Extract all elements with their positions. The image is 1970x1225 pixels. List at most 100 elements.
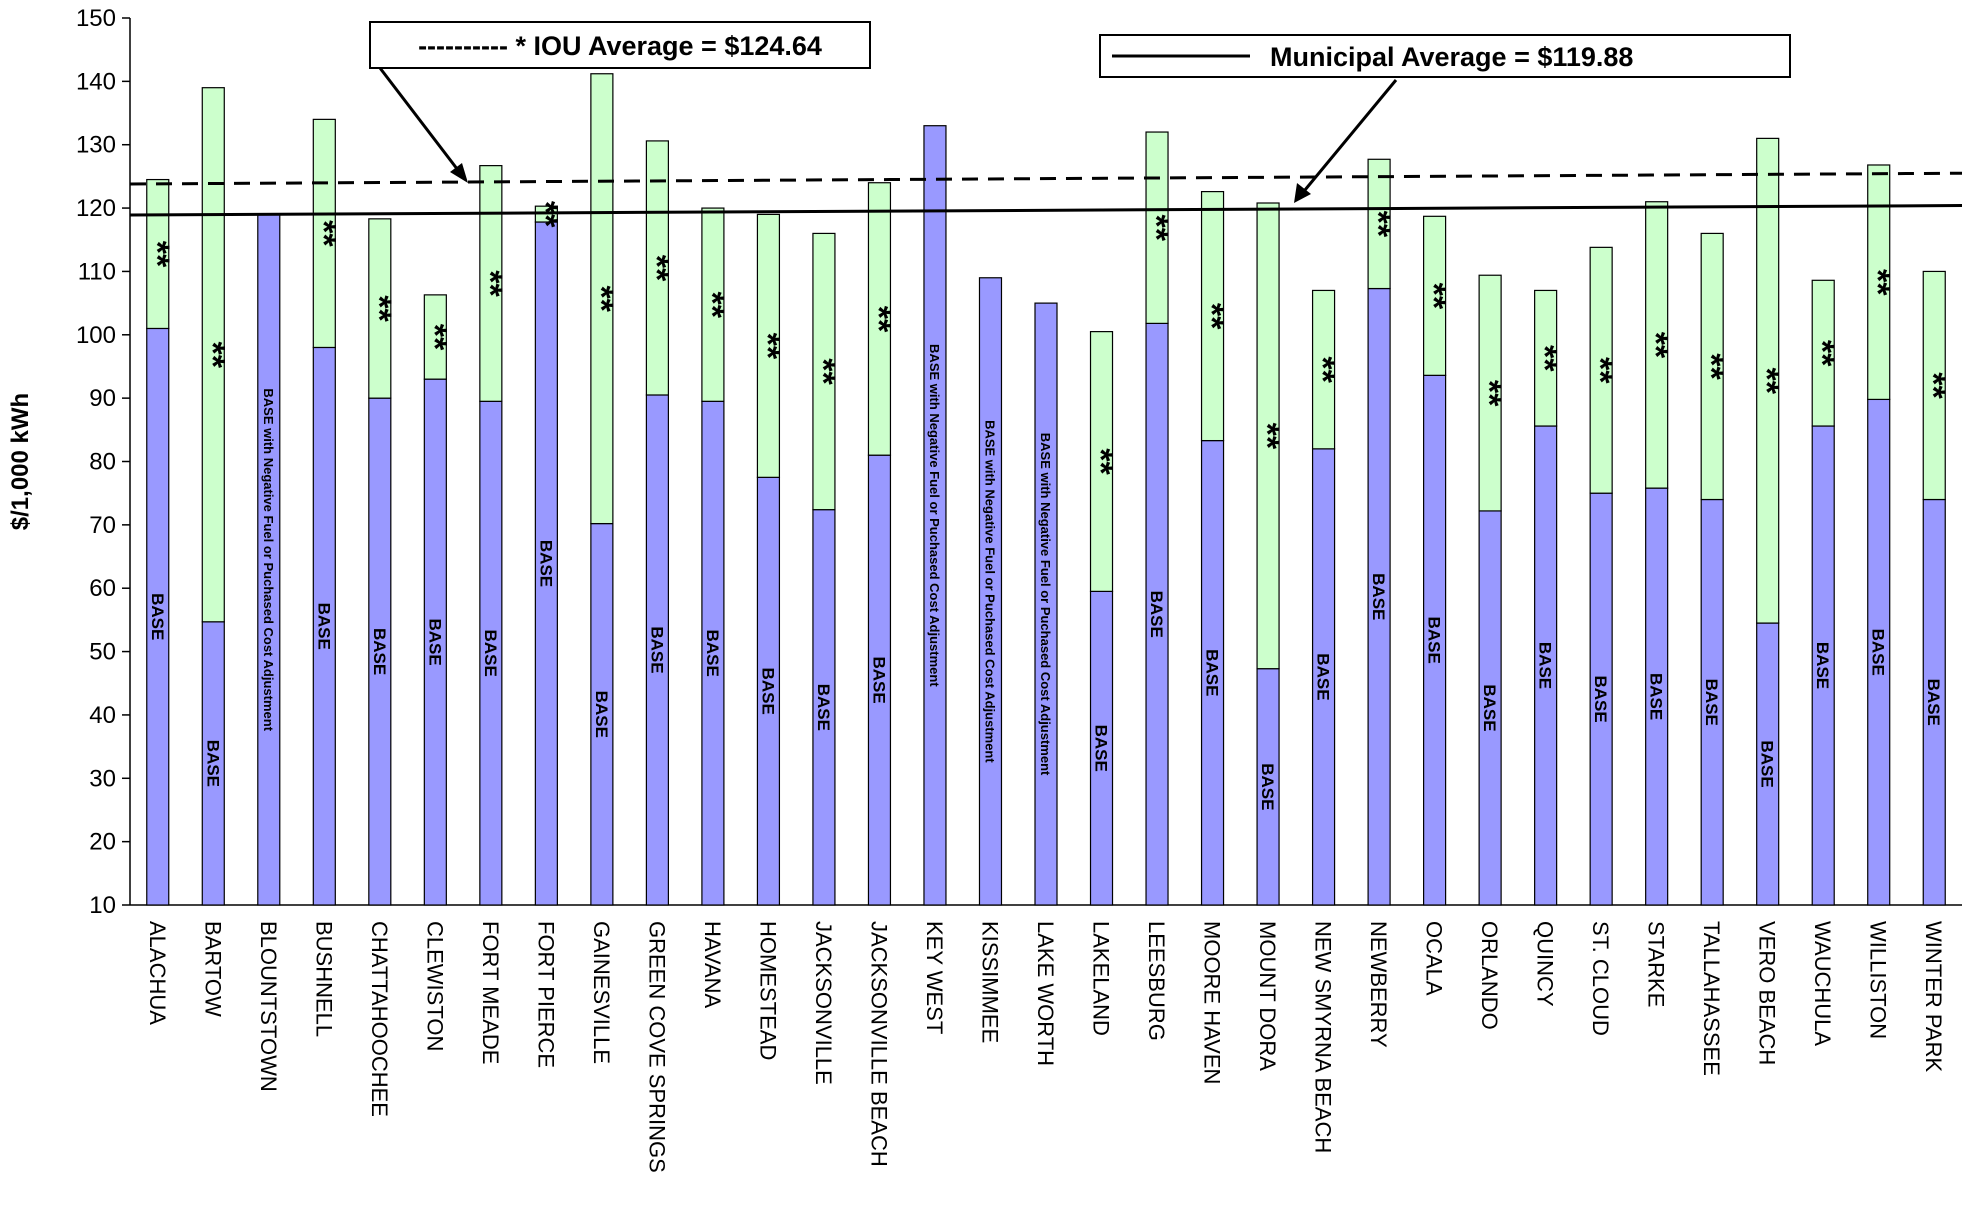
bar-base-label: BASE <box>703 630 722 677</box>
bar-fuel-segment <box>812 232 836 511</box>
y-tick-label: 20 <box>89 829 116 856</box>
bar-base-label: BASE <box>1425 617 1444 664</box>
bar-fuel-segment <box>368 218 392 399</box>
bar-negative-fuel-label: BASE with Negative Fuel or Puchased Cost… <box>261 388 276 731</box>
y-tick-label: 30 <box>89 765 116 792</box>
category-label: MOORE HAVEN <box>1200 921 1225 1084</box>
category-label: GREEN COVE SPRINGS <box>644 921 669 1173</box>
bar-base-label: BASE <box>1924 679 1943 726</box>
bar-fuel-segment <box>1589 246 1613 494</box>
y-tick-label: 50 <box>89 639 116 666</box>
category-label: FORT MEADE <box>478 921 503 1064</box>
bar-fuel-segment <box>1700 232 1724 501</box>
category-label: WINTER PARK <box>1921 921 1946 1072</box>
category-label: KEY WEST <box>922 921 947 1034</box>
bar-base-label: BASE <box>1758 740 1777 787</box>
bar-fuel-label: ** <box>360 295 398 322</box>
bar-fuel-label: ** <box>804 358 842 385</box>
bar-base-label: BASE <box>203 740 222 787</box>
bar-fuel-segment <box>1423 215 1447 376</box>
bar-base-label: BASE <box>1258 763 1277 810</box>
bar-fuel-label: ** <box>1526 345 1564 372</box>
bar-base-label: BASE <box>536 540 555 587</box>
bar-fuel-label: ** <box>1748 367 1786 394</box>
y-tick-label: 100 <box>76 322 116 349</box>
category-label: ALACHUA <box>145 921 170 1025</box>
bar-negative-fuel-label: BASE with Negative Fuel or Puchased Cost… <box>1038 433 1053 776</box>
bar-fuel-label: ** <box>693 291 731 318</box>
category-label: NEW SMYRNA BEACH <box>1311 921 1336 1153</box>
bar-base-label: BASE <box>481 630 500 677</box>
bar-fuel-label: ** <box>859 306 897 333</box>
y-axis-title: $/1,000 kWh <box>7 393 34 530</box>
bar-fuel-label: ** <box>1359 211 1397 238</box>
category-label: TALLAHASSEE <box>1699 921 1724 1076</box>
bar-base-label: BASE <box>1480 684 1499 731</box>
y-tick-label: 150 <box>76 5 116 32</box>
bar-fuel-segment <box>590 73 614 525</box>
bar-fuel-segment <box>1922 270 1946 501</box>
category-label: HAVANA <box>700 921 725 1009</box>
category-label: VERO BEACH <box>1755 921 1780 1065</box>
category-label: JACKSONVILLE <box>811 921 836 1085</box>
bar-base-segment <box>923 125 947 906</box>
bar-fuel-label: ** <box>1415 283 1453 310</box>
bar-base-label: BASE <box>314 603 333 650</box>
category-label: LAKELAND <box>1089 921 1114 1036</box>
bar-base-label: BASE <box>1813 642 1832 689</box>
bar-fuel-label: ** <box>1470 380 1508 407</box>
bar-fuel-label: ** <box>582 285 620 312</box>
bar-base-label: BASE <box>1147 591 1166 638</box>
category-label: ST. CLOUD <box>1588 921 1613 1036</box>
bar-fuel-label: ** <box>1859 269 1897 296</box>
bar-fuel-label: ** <box>1248 423 1286 450</box>
iou-callout-box <box>369 21 871 69</box>
bar-fuel-label: ** <box>1637 332 1675 359</box>
y-tick-label: 130 <box>76 132 116 159</box>
bar-fuel-segment <box>1200 190 1225 442</box>
bar-fuel-segment <box>1756 137 1780 624</box>
municipal-average-line <box>129 204 1963 217</box>
bar-base-label: BASE <box>647 626 666 673</box>
bar-negative-fuel-label: BASE with Negative Fuel or Puchased Cost… <box>927 344 942 687</box>
category-label: QUINCY <box>1533 921 1558 1007</box>
iou-average-line <box>129 171 1963 186</box>
category-label: MOUNT DORA <box>1255 921 1280 1071</box>
bar-fuel-segment <box>1534 289 1558 427</box>
bar-base-label: BASE <box>1702 679 1721 726</box>
category-label: BLOUNTSTOWN <box>256 921 281 1092</box>
y-tick-label: 90 <box>89 385 116 412</box>
iou-callout-arrow <box>378 67 466 179</box>
bar-negative-fuel-label: BASE with Negative Fuel or Puchased Cost… <box>982 420 997 763</box>
y-tick-label: 80 <box>89 449 116 476</box>
bar-fuel-segment <box>1867 164 1891 401</box>
bar-fuel-segment <box>1145 131 1169 324</box>
bar-fuel-segment <box>645 140 669 396</box>
bar-base-label: BASE <box>425 618 444 665</box>
bar-fuel-segment <box>701 207 725 402</box>
category-label: GAINESVILLE <box>589 921 614 1064</box>
y-tick-label: 70 <box>89 512 116 539</box>
municipal-callout-label: Municipal Average = $119.88 <box>1270 42 1633 72</box>
bar-base-label: BASE <box>1203 649 1222 696</box>
bar-fuel-segment <box>423 294 447 380</box>
bar-base-label: BASE <box>814 684 833 731</box>
bar-base-label: BASE <box>592 691 611 738</box>
category-label: LEESBURG <box>1144 921 1169 1041</box>
bar-fuel-segment <box>1367 158 1391 290</box>
bar-fuel-segment <box>146 178 170 330</box>
bar-fuel-label: ** <box>637 255 675 282</box>
category-label: BUSHNELL <box>311 921 336 1037</box>
category-label: LAKE WORTH <box>1033 921 1058 1066</box>
bar-fuel-label: ** <box>138 241 176 268</box>
bar-fuel-segment <box>312 118 336 349</box>
bar-fuel-label: ** <box>1914 372 1952 399</box>
bar-fuel-label: ** <box>1137 214 1175 241</box>
bar-fuel-segment <box>1089 331 1114 592</box>
bar-fuel-segment <box>1811 279 1835 427</box>
bar-base-label: BASE <box>869 656 888 703</box>
bar-fuel-label: ** <box>526 201 564 228</box>
y-tick-label: 110 <box>78 258 116 285</box>
bar-base-label: BASE <box>148 593 167 640</box>
